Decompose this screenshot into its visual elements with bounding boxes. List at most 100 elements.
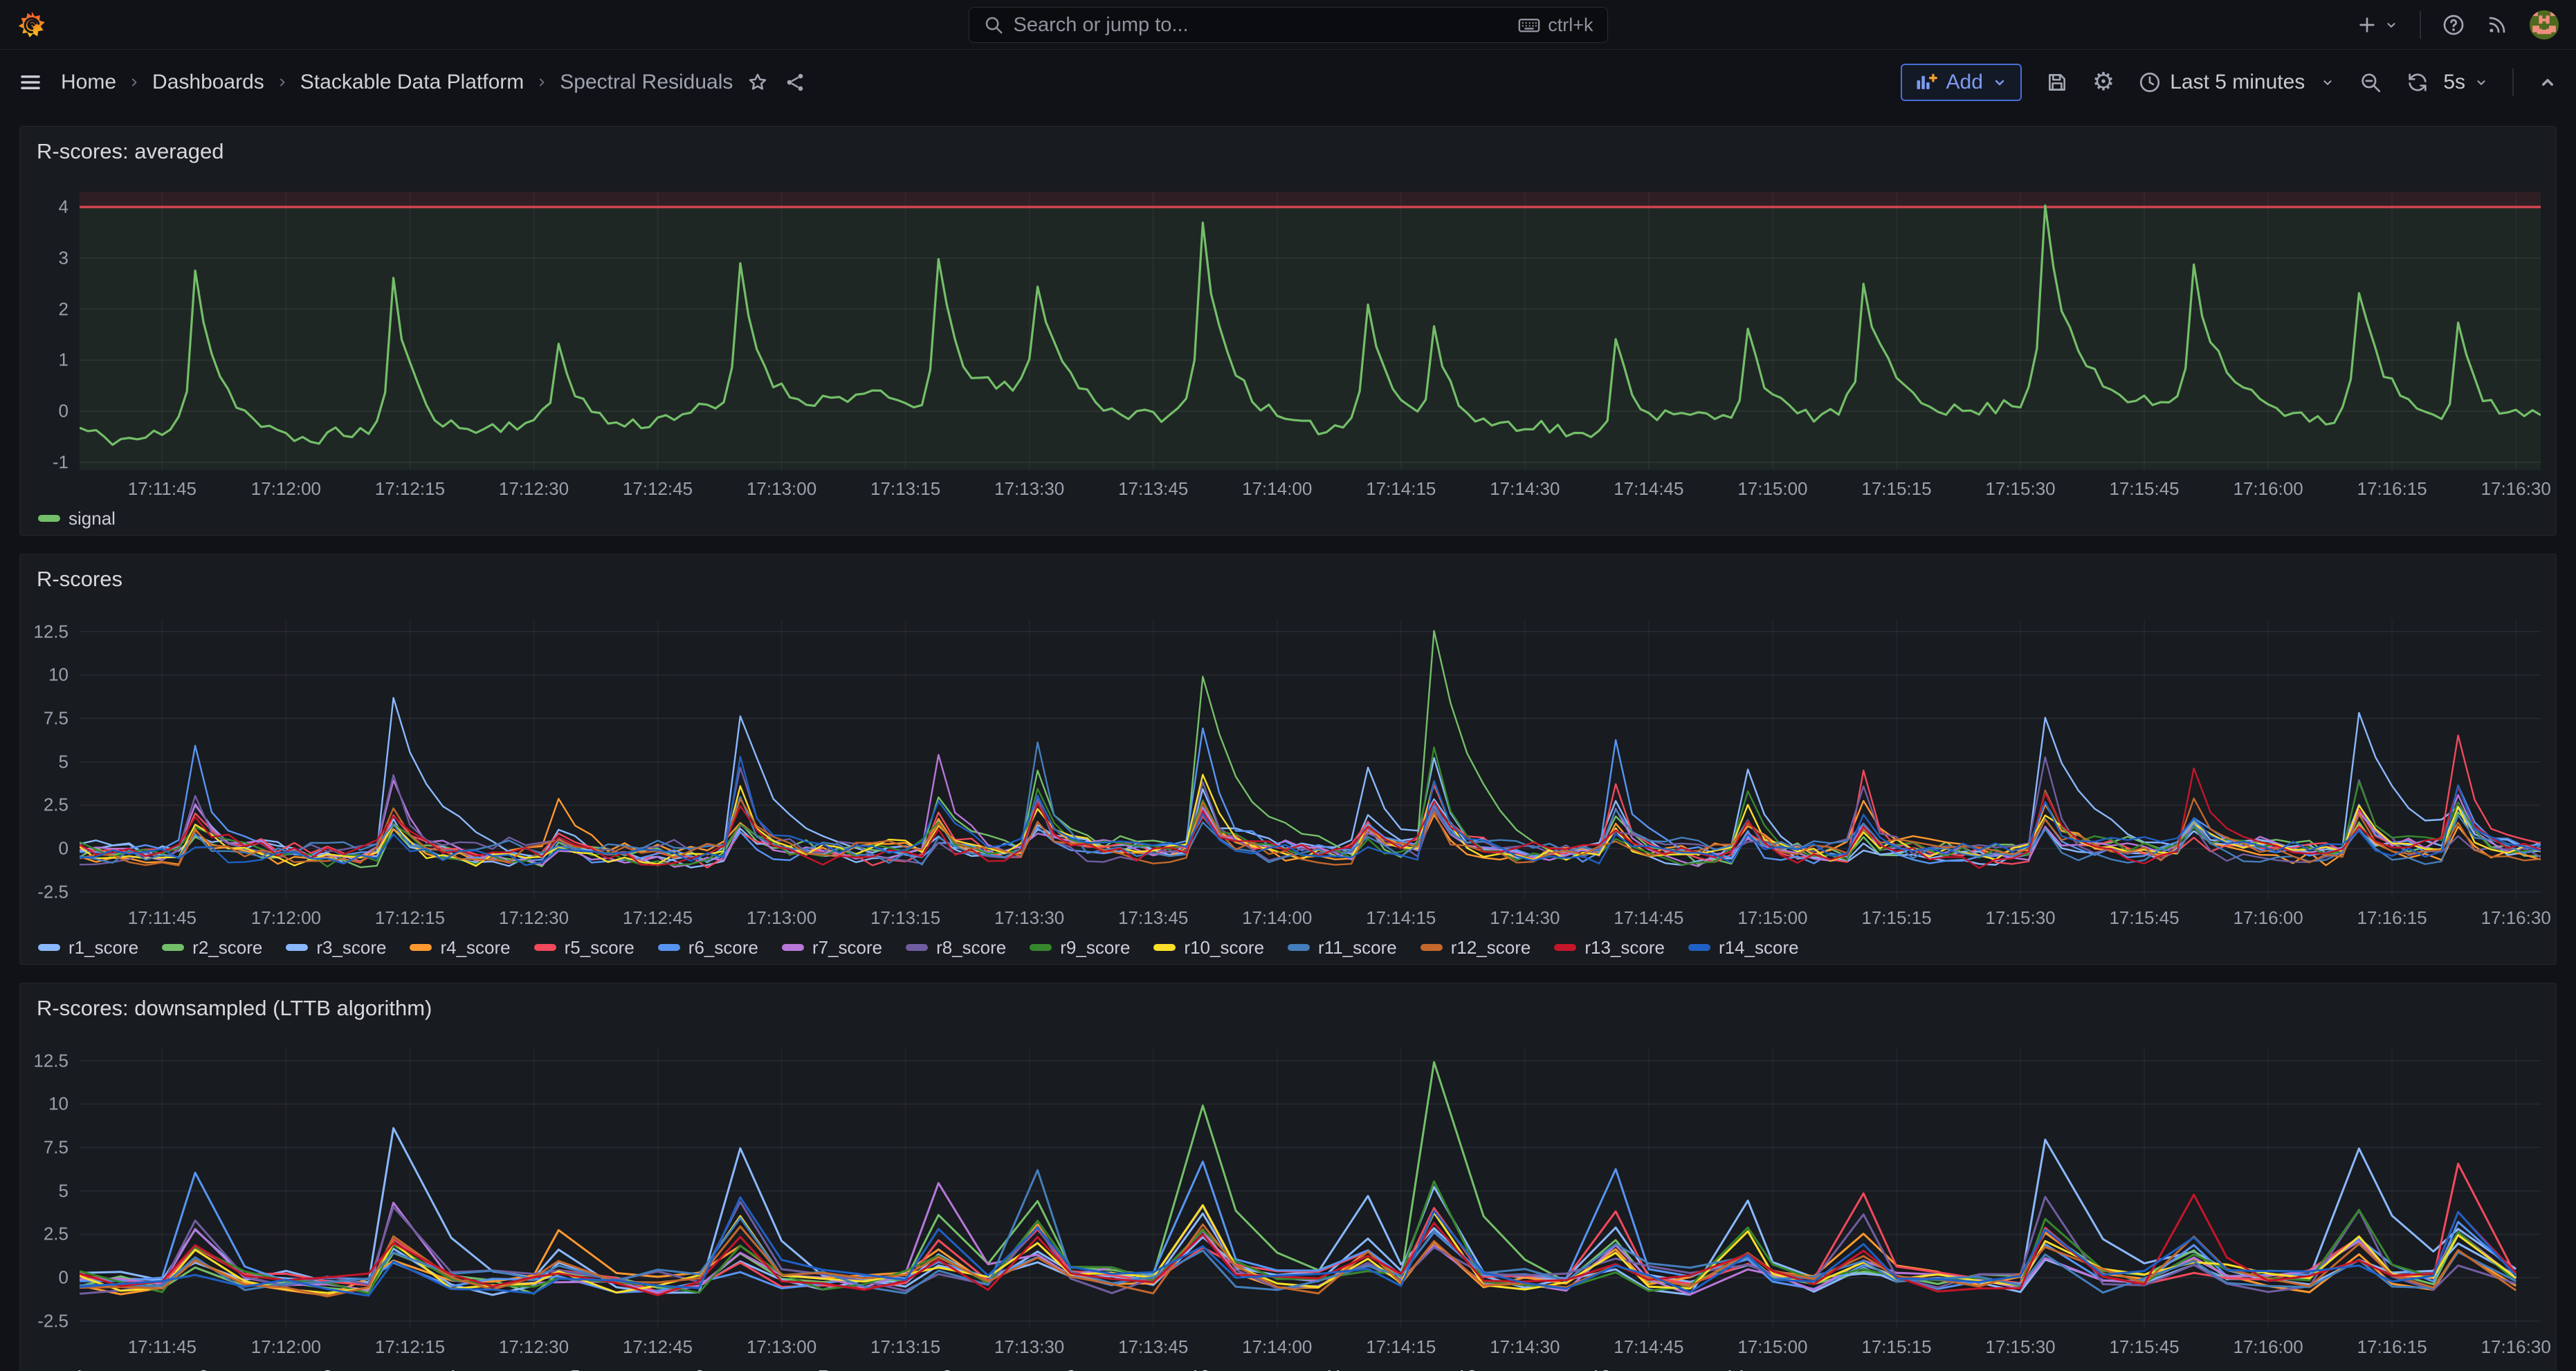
zoom-out-button[interactable] bbox=[2359, 71, 2382, 94]
panel-title[interactable]: R-scores: downsampled (LTTB algorithm) bbox=[20, 983, 2556, 1024]
legend-label: r11_score bbox=[1318, 1366, 1397, 1371]
legend-item-r6_score[interactable]: r6_score bbox=[658, 1366, 758, 1371]
legend-item-r12_score[interactable]: r12_score bbox=[1421, 1366, 1531, 1371]
legend-label: r3_score bbox=[316, 937, 386, 959]
panel-r-scores-averaged: R-scores: averaged 43210-1 17:11:4517:12… bbox=[19, 126, 2557, 536]
time-range-picker[interactable]: Last 5 minutes bbox=[2138, 71, 2335, 94]
dashboard-toolbar: Home Dashboards Stackable Data Platform … bbox=[0, 50, 2576, 115]
legend-item-signal[interactable]: signal bbox=[38, 508, 116, 529]
legend-color-chip bbox=[906, 944, 928, 951]
x-tick-label: 17:13:30 bbox=[994, 478, 1064, 500]
x-tick-label: 17:14:45 bbox=[1614, 907, 1683, 929]
legend-item-r14_score[interactable]: r14_score bbox=[1688, 937, 1799, 959]
x-tick-label: 17:14:30 bbox=[1490, 907, 1560, 929]
share-icon bbox=[784, 71, 806, 93]
favorite-button[interactable] bbox=[747, 71, 769, 93]
legend-color-chip bbox=[1554, 944, 1576, 951]
save-dashboard-button[interactable] bbox=[2045, 71, 2069, 94]
user-avatar[interactable] bbox=[2529, 10, 2559, 40]
y-axis: 12.5107.552.50-2.5 bbox=[20, 619, 80, 899]
x-tick-label: 17:12:00 bbox=[251, 907, 321, 929]
x-tick-label: 17:12:30 bbox=[499, 907, 569, 929]
chevron-right-icon bbox=[275, 75, 289, 89]
legend-color-chip bbox=[658, 944, 680, 951]
legend-label: r4_score bbox=[440, 937, 510, 959]
legend-item-r1_score[interactable]: r1_score bbox=[38, 1366, 138, 1371]
grafana-logo[interactable] bbox=[17, 10, 47, 40]
legend-color-chip bbox=[782, 944, 804, 951]
legend-item-r13_score[interactable]: r13_score bbox=[1554, 937, 1665, 959]
x-tick-label: 17:14:45 bbox=[1614, 1336, 1683, 1358]
legend-label: r7_score bbox=[812, 1366, 882, 1371]
x-tick-label: 17:11:45 bbox=[128, 907, 197, 929]
new-menu-button[interactable] bbox=[2356, 14, 2399, 36]
legend-item-r5_score[interactable]: r5_score bbox=[534, 1366, 634, 1371]
legend-item-r2_score[interactable]: r2_score bbox=[162, 937, 262, 959]
legend-item-r3_score[interactable]: r3_score bbox=[286, 1366, 386, 1371]
legend-item-r9_score[interactable]: r9_score bbox=[1030, 1366, 1130, 1371]
x-tick-label: 17:14:30 bbox=[1490, 478, 1560, 500]
legend-item-r8_score[interactable]: r8_score bbox=[906, 937, 1006, 959]
legend-item-r5_score[interactable]: r5_score bbox=[534, 937, 634, 959]
plot-area[interactable] bbox=[80, 619, 2541, 899]
timeseries-chart: 12.5107.552.50-2.5 17:11:4517:12:0017:12… bbox=[20, 1048, 2556, 1371]
search-bar[interactable]: ctrl+k bbox=[969, 7, 1608, 43]
legend-label: r9_score bbox=[1060, 937, 1130, 959]
legend-item-r1_score[interactable]: r1_score bbox=[38, 937, 138, 959]
search-input[interactable] bbox=[1014, 14, 1508, 37]
chevron-right-icon bbox=[127, 75, 141, 89]
x-tick-label: 17:15:15 bbox=[1861, 478, 1931, 500]
plot-area[interactable] bbox=[80, 192, 2541, 470]
x-tick-label: 17:16:30 bbox=[2481, 907, 2551, 929]
y-tick-label: 2.5 bbox=[44, 795, 68, 816]
breadcrumb-home[interactable]: Home bbox=[61, 71, 116, 94]
share-button[interactable] bbox=[784, 71, 806, 93]
legend-item-r7_score[interactable]: r7_score bbox=[782, 1366, 882, 1371]
legend-item-r10_score[interactable]: r10_score bbox=[1153, 937, 1264, 959]
kiosk-mode-button[interactable] bbox=[2537, 72, 2558, 93]
legend-item-r14_score[interactable]: r14_score bbox=[1688, 1366, 1799, 1371]
add-button-label: Add bbox=[1946, 71, 1983, 94]
legend-item-r12_score[interactable]: r12_score bbox=[1421, 937, 1531, 959]
panel-title[interactable]: R-scores bbox=[20, 554, 2556, 594]
legend-item-r2_score[interactable]: r2_score bbox=[162, 1366, 262, 1371]
chart-legend: signal bbox=[20, 502, 2556, 535]
legend-item-r4_score[interactable]: r4_score bbox=[410, 1366, 510, 1371]
y-axis: 43210-1 bbox=[20, 192, 80, 470]
plot-area[interactable] bbox=[80, 1048, 2541, 1328]
refresh-interval-picker[interactable]: 5s bbox=[2443, 71, 2489, 94]
news-button[interactable] bbox=[2486, 14, 2508, 36]
help-button[interactable] bbox=[2442, 13, 2465, 37]
legend-item-r4_score[interactable]: r4_score bbox=[410, 937, 510, 959]
legend-item-r6_score[interactable]: r6_score bbox=[658, 937, 758, 959]
panel-title[interactable]: R-scores: averaged bbox=[20, 127, 2556, 167]
breadcrumb-dashboards[interactable]: Dashboards bbox=[152, 71, 264, 94]
refresh-button[interactable] bbox=[2406, 71, 2429, 94]
legend-label: r13_score bbox=[1584, 937, 1665, 959]
legend-item-r7_score[interactable]: r7_score bbox=[782, 937, 882, 959]
x-tick-label: 17:13:30 bbox=[994, 1336, 1064, 1358]
mega-menu-toggle[interactable] bbox=[18, 70, 43, 95]
legend-item-r11_score[interactable]: r11_score bbox=[1288, 937, 1397, 959]
legend-color-chip bbox=[1688, 944, 1710, 951]
add-panel-icon bbox=[1915, 71, 1938, 94]
series-line-r2_score bbox=[80, 631, 2541, 868]
x-tick-label: 17:16:00 bbox=[2233, 907, 2303, 929]
legend-item-r11_score[interactable]: r11_score bbox=[1288, 1366, 1397, 1371]
legend-label: r1_score bbox=[68, 1366, 138, 1371]
add-button[interactable]: Add bbox=[1901, 64, 2022, 101]
timeseries-chart: 12.5107.552.50-2.5 17:11:45 17:12:00 17:12… bbox=[20, 619, 2556, 964]
x-tick-label: 17:15:45 bbox=[2109, 478, 2179, 500]
dashboard-settings-button[interactable]: ⚙ bbox=[2092, 70, 2114, 95]
legend-label: r6_score bbox=[688, 1366, 758, 1371]
x-tick-label: 17:14:00 bbox=[1242, 1336, 1312, 1358]
legend-item-r13_score[interactable]: r13_score bbox=[1554, 1366, 1665, 1371]
breadcrumb-folder[interactable]: Stackable Data Platform bbox=[300, 71, 524, 94]
legend-item-r10_score[interactable]: r10_score bbox=[1153, 1366, 1264, 1371]
legend-item-r3_score[interactable]: r3_score bbox=[286, 937, 386, 959]
x-tick-label: 17:11:45 bbox=[128, 1336, 197, 1358]
legend-item-r8_score[interactable]: r8_score bbox=[906, 1366, 1006, 1371]
legend-item-r9_score[interactable]: r9_score bbox=[1030, 937, 1130, 959]
breadcrumb: Home Dashboards Stackable Data Platform … bbox=[61, 71, 733, 94]
topbar-divider bbox=[2420, 11, 2421, 39]
